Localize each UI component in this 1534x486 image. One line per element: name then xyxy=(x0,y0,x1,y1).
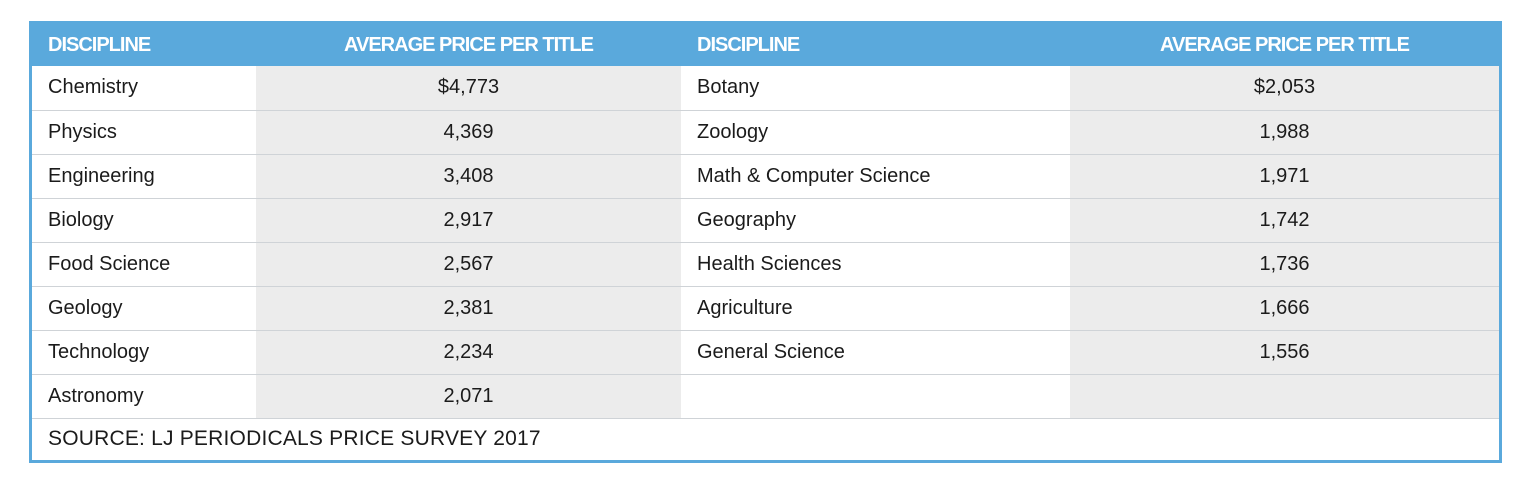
price-cell: 2,071 xyxy=(256,374,681,419)
price-table-frame: DISCIPLINE AVERAGE PRICE PER TITLE DISCI… xyxy=(29,21,1502,463)
price-cell: $4,773 xyxy=(256,66,681,111)
header-discipline-left: DISCIPLINE xyxy=(48,33,151,56)
price-cell: 3,408 xyxy=(256,154,681,199)
discipline-cell: Botany xyxy=(681,66,1070,111)
price-cell: 2,917 xyxy=(256,198,681,243)
price-cell: 1,736 xyxy=(1070,242,1499,287)
price-cell: 1,556 xyxy=(1070,330,1499,375)
discipline-cell: Astronomy xyxy=(32,374,256,419)
discipline-cell: Geology xyxy=(32,286,256,331)
discipline-cell: Zoology xyxy=(681,110,1070,155)
header-price-right: AVERAGE PRICE PER TITLE xyxy=(1160,33,1410,56)
empty-cell xyxy=(1070,374,1499,419)
discipline-cell: Physics xyxy=(32,110,256,155)
empty-cell xyxy=(681,374,1070,419)
price-cell: 1,742 xyxy=(1070,198,1499,243)
discipline-cell: Math & Computer Science xyxy=(681,154,1070,199)
table-row: Physics 4,369 Zoology 1,988 xyxy=(32,110,1499,155)
discipline-cell: Geography xyxy=(681,198,1070,243)
price-cell: 2,567 xyxy=(256,242,681,287)
discipline-cell: Technology xyxy=(32,330,256,375)
discipline-cell: Food Science xyxy=(32,242,256,287)
price-cell: 2,381 xyxy=(256,286,681,331)
price-table: DISCIPLINE AVERAGE PRICE PER TITLE DISCI… xyxy=(32,24,1499,459)
price-cell: 1,988 xyxy=(1070,110,1499,155)
table-row: Food Science 2,567 Health Sciences 1,736 xyxy=(32,242,1499,287)
table-row: Engineering 3,408 Math & Computer Scienc… xyxy=(32,154,1499,199)
header-price-left: AVERAGE PRICE PER TITLE xyxy=(344,33,594,56)
price-cell: $2,053 xyxy=(1070,66,1499,111)
source-row: SOURCE: LJ PERIODICALS PRICE SURVEY 2017 xyxy=(32,418,1499,459)
table-row: Astronomy 2,071 xyxy=(32,374,1499,419)
source-note: SOURCE: LJ PERIODICALS PRICE SURVEY 2017 xyxy=(32,418,1499,459)
header-discipline-right: DISCIPLINE xyxy=(697,33,800,56)
price-cell: 4,369 xyxy=(256,110,681,155)
discipline-cell: General Science xyxy=(681,330,1070,375)
table-row: Chemistry $4,773 Botany $2,053 xyxy=(32,66,1499,111)
table-row: Geology 2,381 Agriculture 1,666 xyxy=(32,286,1499,331)
price-cell: 1,971 xyxy=(1070,154,1499,199)
discipline-cell: Health Sciences xyxy=(681,242,1070,287)
table-row: Biology 2,917 Geography 1,742 xyxy=(32,198,1499,243)
price-cell: 1,666 xyxy=(1070,286,1499,331)
discipline-cell: Engineering xyxy=(32,154,256,199)
discipline-cell: Agriculture xyxy=(681,286,1070,331)
price-cell: 2,234 xyxy=(256,330,681,375)
discipline-cell: Chemistry xyxy=(32,66,256,111)
table-row: Technology 2,234 General Science 1,556 xyxy=(32,330,1499,375)
header-row: DISCIPLINE AVERAGE PRICE PER TITLE DISCI… xyxy=(32,24,1499,66)
discipline-cell: Biology xyxy=(32,198,256,243)
